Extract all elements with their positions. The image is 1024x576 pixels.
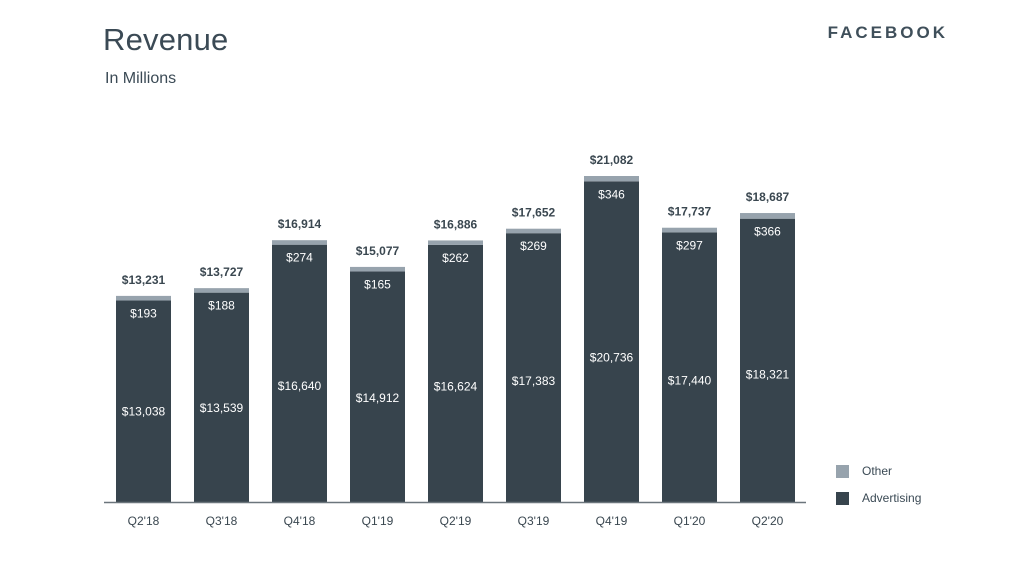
bar-other [584, 176, 639, 182]
data-label-advertising: $18,321 [746, 368, 790, 382]
data-label-other: $188 [208, 299, 235, 313]
data-label-total: $13,231 [122, 273, 166, 287]
bar-other [506, 228, 561, 234]
bar-other [194, 288, 249, 293]
bar-advertising [350, 271, 405, 502]
bar-advertising [662, 232, 717, 502]
bar-other [272, 240, 327, 245]
data-label-advertising: $17,440 [668, 374, 712, 388]
legend-item-other: Other [836, 462, 921, 480]
bar-advertising [506, 233, 561, 502]
data-label-other: $269 [520, 239, 547, 253]
legend-swatch-advertising [836, 491, 849, 505]
x-tick-label: Q2'20 [752, 514, 784, 528]
data-label-advertising: $14,912 [356, 391, 400, 405]
data-label-total: $17,737 [668, 205, 712, 219]
data-label-other: $262 [442, 251, 469, 265]
bar-other [350, 266, 405, 272]
chart-title: Revenue [103, 22, 229, 57]
facebook-logo: FACEBOOK [827, 23, 948, 42]
x-tick-label: Q4'19 [596, 514, 628, 528]
legend-label-advertising: Advertising [862, 491, 922, 505]
data-label-advertising: $17,383 [512, 374, 556, 388]
data-label-advertising: $16,640 [278, 379, 322, 393]
data-label-total: $16,886 [434, 217, 478, 231]
data-label-other: $366 [754, 225, 781, 239]
bar-other [740, 213, 795, 219]
bar-advertising [194, 292, 249, 502]
data-label-advertising: $13,038 [122, 404, 166, 418]
x-tick-label: Q3'18 [206, 514, 238, 528]
x-tick-label: Q2'18 [128, 514, 160, 528]
chart-legend: Other Advertising [836, 462, 921, 516]
data-label-other: $193 [130, 306, 157, 320]
legend-label-other: Other [862, 464, 893, 478]
data-label-advertising: $16,624 [434, 379, 478, 393]
bar-other [116, 295, 171, 301]
x-tick-label: Q1'20 [674, 514, 706, 528]
data-label-other: $274 [286, 251, 313, 265]
bar-advertising [428, 244, 483, 502]
bar-other [662, 227, 717, 233]
bar-advertising [272, 244, 327, 503]
data-label-advertising: $20,736 [590, 351, 634, 365]
bar-advertising [584, 181, 639, 502]
x-tick-label: Q2'19 [440, 514, 472, 528]
data-label-total: $17,652 [512, 206, 556, 220]
data-label-total: $15,077 [356, 244, 400, 258]
bar-advertising [116, 300, 171, 502]
x-tick-label: Q3'19 [518, 514, 550, 528]
data-label-advertising: $13,539 [200, 401, 244, 415]
x-tick-label: Q4'18 [284, 514, 316, 528]
data-label-other: $297 [676, 238, 703, 252]
legend-item-advertising: Advertising [836, 489, 921, 507]
data-label-total: $16,914 [278, 217, 322, 231]
data-label-other: $165 [364, 277, 391, 291]
x-tick-label: Q1'19 [362, 514, 394, 528]
bar-other [428, 240, 483, 245]
data-label-total: $21,082 [590, 153, 634, 167]
data-label-other: $346 [598, 187, 625, 201]
bar-advertising [740, 218, 795, 502]
legend-swatch-other [836, 464, 849, 478]
data-label-total: $13,727 [200, 265, 244, 279]
chart-subtitle: In Millions [105, 70, 177, 87]
data-label-total: $18,687 [746, 190, 790, 204]
